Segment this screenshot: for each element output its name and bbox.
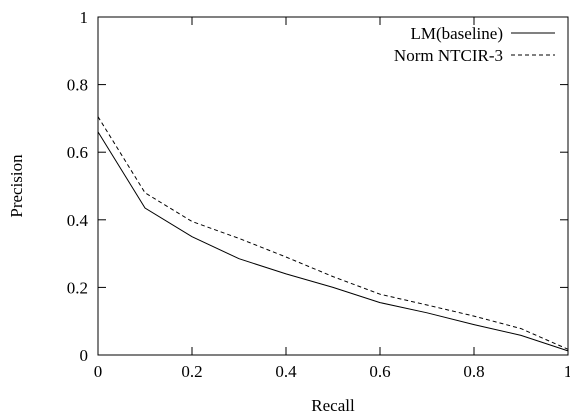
x-tick-label: 0.6 <box>369 362 390 381</box>
y-tick-label: 0.8 <box>67 76 88 95</box>
y-axis-label: Precision <box>7 154 26 218</box>
legend: LM(baseline) Norm NTCIR-3 <box>394 24 555 65</box>
y-tick-label: 1 <box>80 8 89 27</box>
y-tick-label: 0 <box>80 346 89 365</box>
plot-frame <box>97 16 569 356</box>
x-tick-label: 0 <box>94 362 103 381</box>
x-tick-label: 1 <box>564 362 570 381</box>
y-tick-label: 0.4 <box>67 211 89 230</box>
series-lines <box>97 116 569 352</box>
axis-ticks <box>97 16 569 356</box>
plot-border <box>97 16 569 356</box>
x-tick-label: 0.2 <box>181 362 202 381</box>
x-tick-label: 0.4 <box>275 362 297 381</box>
y-tick-label: 0.6 <box>67 143 88 162</box>
x-tick-label: 0.8 <box>463 362 484 381</box>
series-line-norm-ntcir-3 <box>97 116 569 350</box>
y-tick-label: 0.2 <box>67 278 88 297</box>
x-axis-label: Recall <box>311 396 355 415</box>
legend-label: LM(baseline) <box>410 24 503 43</box>
series-line-lm-baseline <box>97 131 569 352</box>
legend-label: Norm NTCIR-3 <box>394 46 503 65</box>
tick-labels: 0 0.2 0.4 0.6 0.8 1 0 0.2 0.4 0.6 0.8 1 <box>67 8 570 381</box>
